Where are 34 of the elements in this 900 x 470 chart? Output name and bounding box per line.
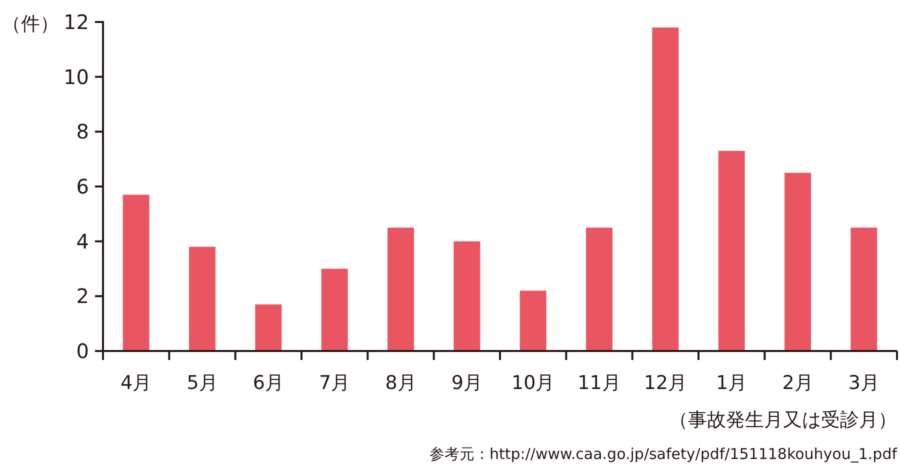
bar (718, 150, 745, 351)
bar (255, 304, 282, 351)
bar (189, 246, 216, 351)
bar (321, 268, 348, 351)
y-tick-label: 4 (76, 229, 89, 254)
bar (652, 27, 679, 351)
bar (784, 172, 811, 351)
text: 参考元：http://www.caa.go.jp/safety/pdf/151118kouhyou_1.pdf (430, 445, 898, 463)
x-tick-label: 5月 (186, 372, 218, 394)
bar (388, 228, 414, 351)
y-axis-title: （件） (2, 13, 59, 35)
x-tick-label: 3月 (848, 372, 880, 394)
x-axis-title: （事故発生月又は受診月） (669, 409, 897, 431)
x-tick-label: 7月 (319, 372, 350, 394)
bar (454, 241, 480, 351)
bar (850, 228, 878, 351)
bar (520, 290, 546, 351)
y-tick-label: 2 (76, 284, 89, 308)
bar (122, 194, 150, 351)
x-tick-label: 8月 (385, 372, 416, 394)
x-tick-label: 6月 (252, 372, 284, 394)
x-tick-label: 11月 (578, 372, 621, 394)
y-tick-label: 12 (64, 10, 89, 34)
x-tick-label: 10月 (511, 372, 555, 394)
x-tick-label: 9月 (451, 372, 482, 394)
y-tick-label: 10 (64, 64, 89, 89)
x-tick-label: 1月 (716, 372, 748, 394)
x-tick-label: 2月 (782, 372, 814, 394)
x-tick-label: 4月 (120, 372, 152, 394)
bar (586, 228, 612, 351)
x-tick-label: 12月 (644, 372, 688, 394)
y-tick-label: 8 (76, 120, 89, 144)
y-tick-label: 6 (76, 174, 89, 198)
y-tick-label: 0 (76, 339, 89, 363)
